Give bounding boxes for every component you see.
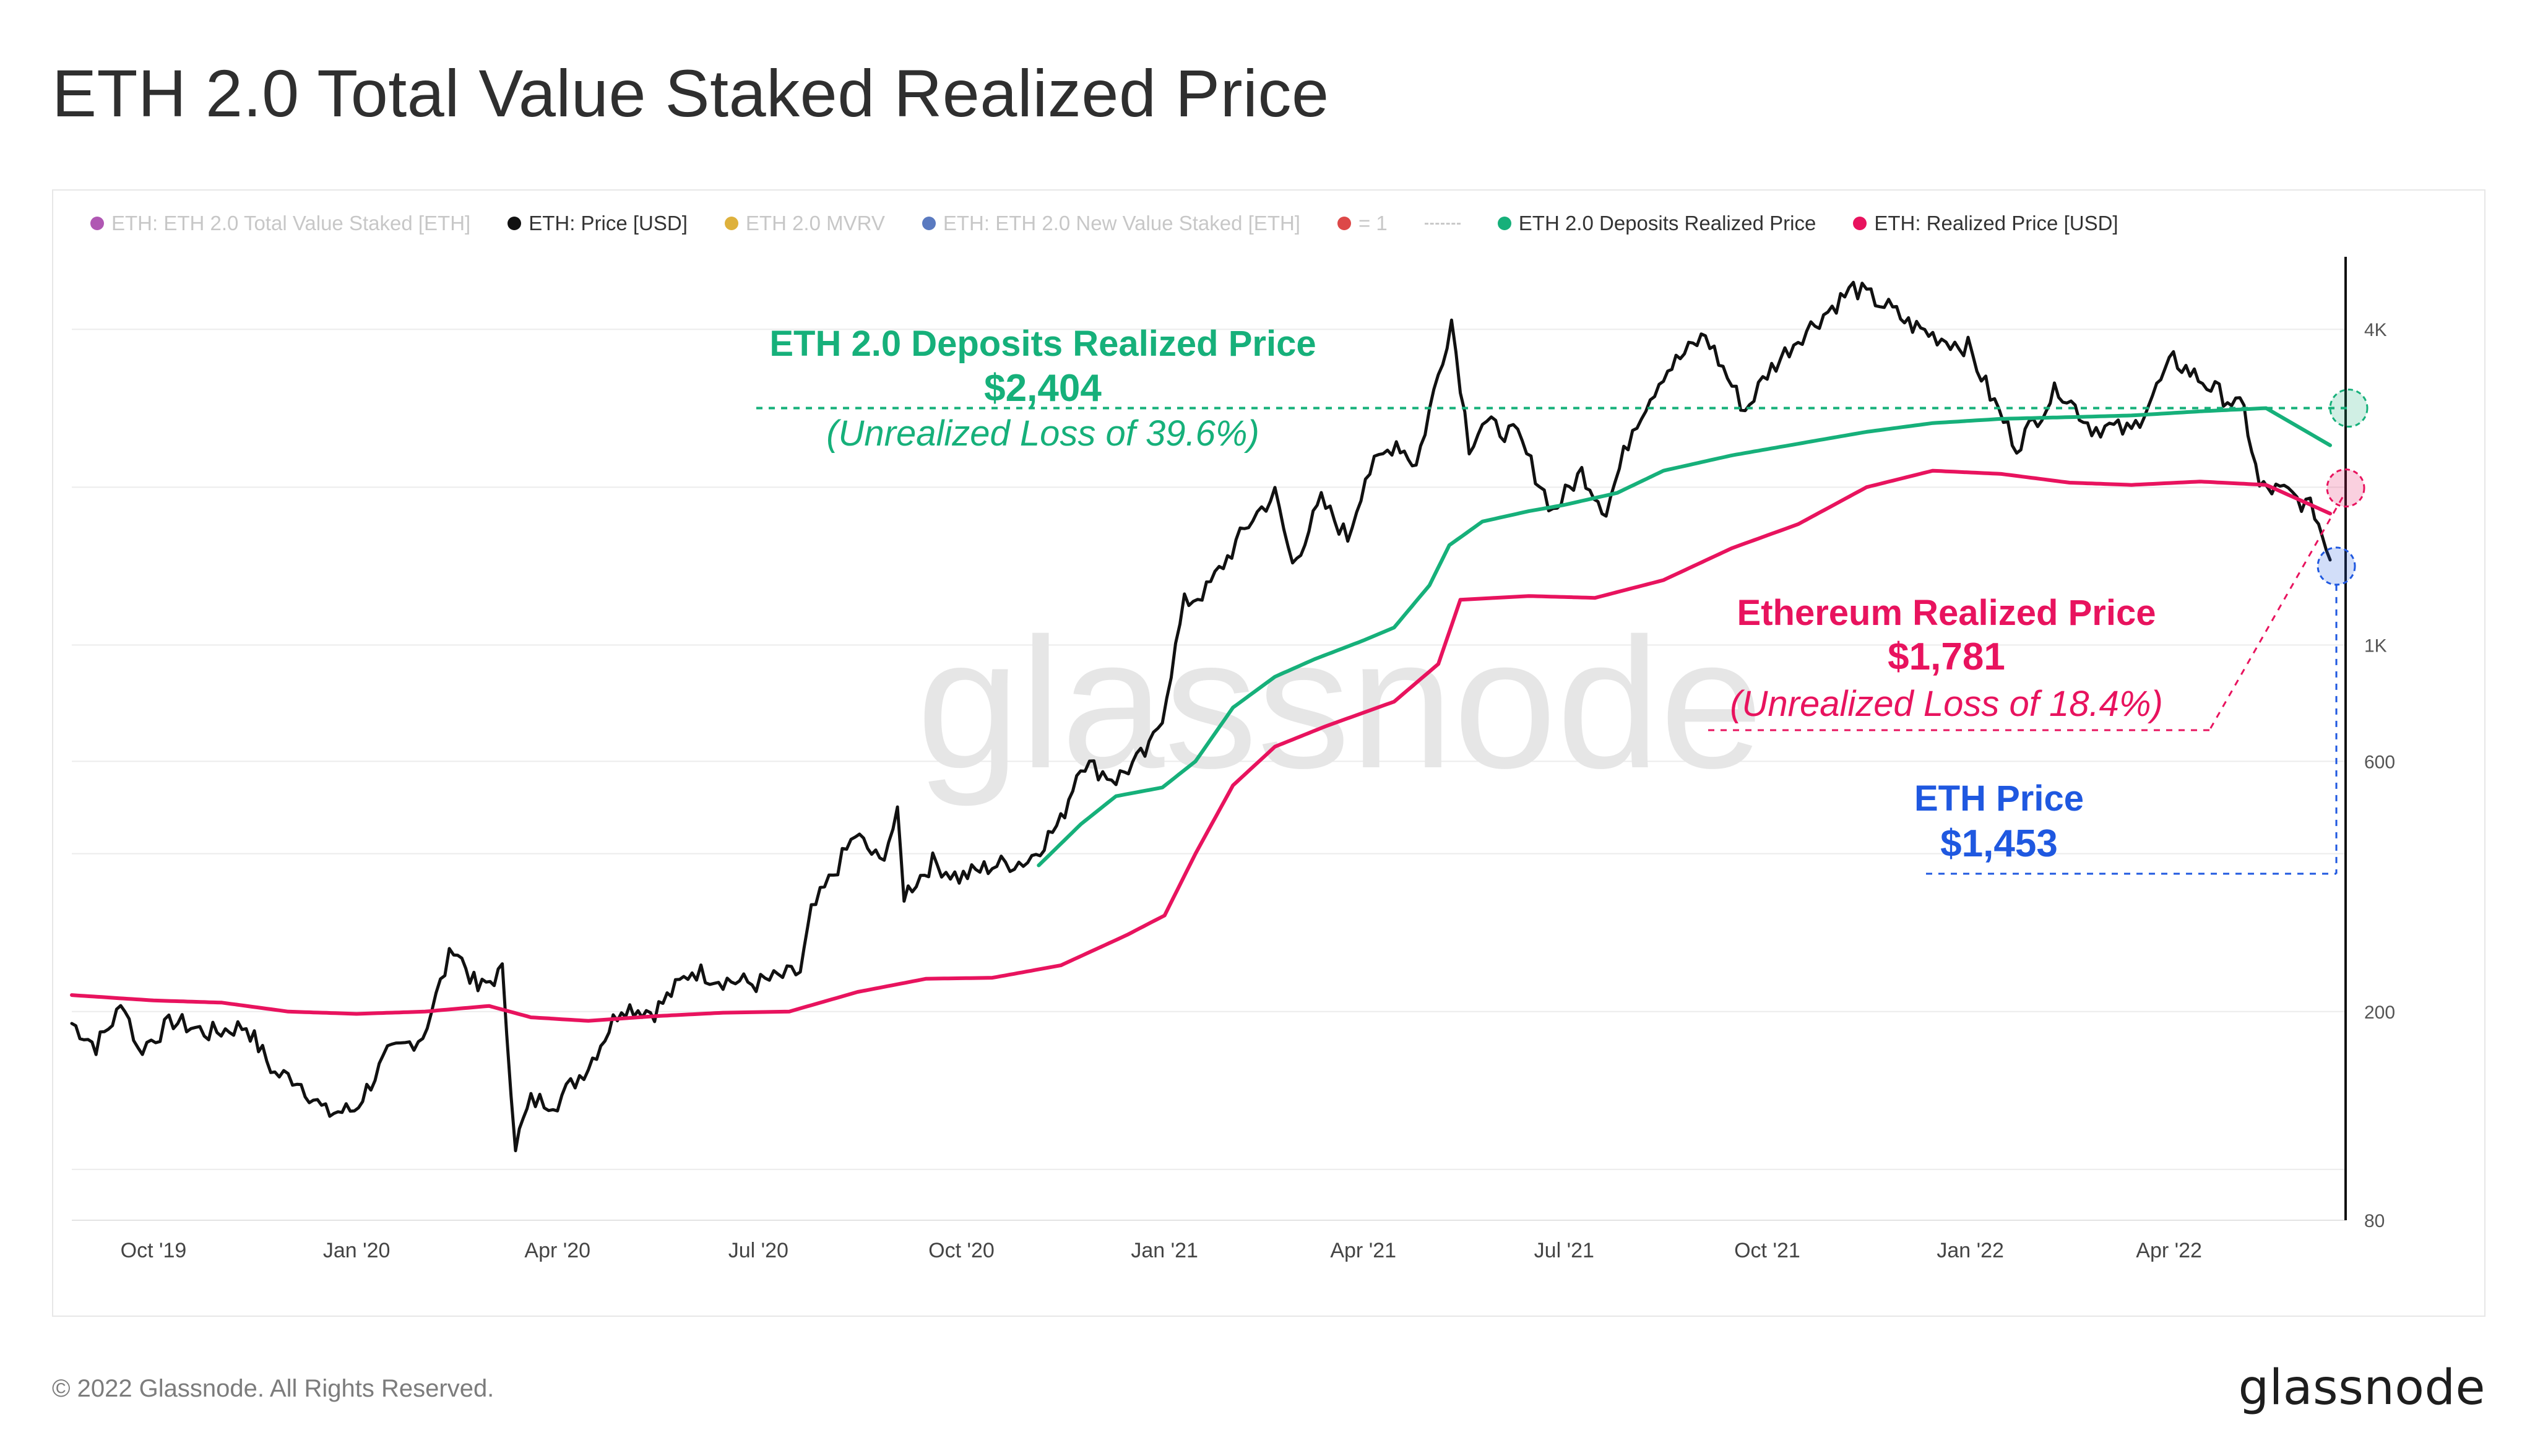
legend-item[interactable]: ETH: Realized Price [USD] (1853, 212, 2118, 235)
x-tick-label: Jul '21 (1534, 1239, 1594, 1262)
legend-separator (1424, 222, 1461, 225)
x-tick-label: Jan '21 (1131, 1239, 1198, 1262)
x-tick-label: Oct '20 (928, 1239, 995, 1262)
y-tick-label: 1K (2364, 635, 2387, 656)
annotations: ETH 2.0 Deposits Realized Price$2,404(Un… (769, 324, 2162, 865)
legend-dot-icon (1497, 217, 1511, 230)
realized-annotation-note: (Unrealized Loss of 18.4%) (1730, 684, 2163, 724)
y-tick-label: 4K (2364, 320, 2387, 340)
legend-label: = 1 (1358, 212, 1388, 235)
y-axis: 80 200 600 1K 4K (2344, 257, 2395, 1231)
deposits-marker-icon (2329, 389, 2369, 428)
legend-label: ETH: Realized Price [USD] (1874, 212, 2118, 235)
x-tick-label: Apr '21 (1330, 1239, 1396, 1262)
legend-dot-icon (922, 217, 936, 230)
price-annotation-value: $1,453 (1940, 822, 2058, 865)
y-tick-label: 200 (2364, 1002, 2395, 1023)
realized-guide-line (2208, 496, 2344, 731)
legend-dot-icon (507, 217, 522, 230)
legend-dot-icon (724, 217, 738, 230)
watermark: glassnode (917, 599, 1763, 808)
realized-marker-icon (2326, 468, 2365, 508)
deposits-annotation-title: ETH 2.0 Deposits Realized Price (769, 324, 1316, 364)
price-marker-icon (2317, 546, 2356, 586)
deposits-realized-price-line (1037, 406, 2332, 868)
deposits-annotation-note: (Unrealized Loss of 39.6%) (826, 413, 1259, 454)
x-tick-label: Jul '20 (728, 1239, 788, 1262)
legend-label: ETH: ETH 2.0 Total Value Staked [ETH] (111, 212, 471, 235)
legend-item[interactable]: ETH: ETH 2.0 Total Value Staked [ETH] (90, 212, 470, 235)
gridlines (72, 329, 2346, 1170)
x-tick-label: Oct '19 (121, 1239, 187, 1262)
legend-item[interactable]: = 1 (1337, 212, 1388, 235)
x-tick-label: Jan '22 (1937, 1239, 2004, 1262)
price-annotation-title: ETH Price (1914, 778, 2084, 819)
realized-annotation-value: $1,781 (1888, 635, 2005, 678)
legend-item[interactable]: ETH 2.0 MVRV (724, 212, 885, 235)
legend-item[interactable]: ETH: ETH 2.0 New Value Staked [ETH] (922, 212, 1300, 235)
legend-item[interactable]: ETH 2.0 Deposits Realized Price (1497, 212, 1816, 235)
x-tick-label: Apr '22 (2136, 1239, 2202, 1262)
realized-annotation-title: Ethereum Realized Price (1737, 593, 2156, 633)
legend-item[interactable]: ETH: Price [USD] (507, 212, 688, 235)
x-axis: Oct '19 Jan '20 Apr '20 Jul '20 Oct '20 Jan '… (72, 1220, 2346, 1262)
x-tick-label: Jan '20 (323, 1239, 391, 1262)
legend-dot-icon (1853, 217, 1867, 230)
legend-label: ETH: ETH 2.0 New Value Staked [ETH] (943, 212, 1300, 235)
series-group (70, 280, 2332, 1153)
x-tick-label: Oct '21 (1734, 1239, 1800, 1262)
y-tick-label: 600 (2364, 752, 2395, 772)
x-tick-label: Apr '20 (524, 1239, 590, 1262)
legend-label: ETH 2.0 MVRV (745, 212, 885, 235)
chart-legend: ETH: ETH 2.0 Total Value Staked [ETH] ETH… (90, 208, 2156, 239)
eth-price-line (70, 280, 2332, 1153)
legend-dot-icon (90, 217, 104, 230)
page-title: ETH 2.0 Total Value Staked Realized Pric… (52, 56, 1329, 131)
glassnode-logo[interactable]: glassnode (2238, 1360, 2485, 1416)
legend-dot-icon (1337, 217, 1351, 230)
y-tick-label: 80 (2364, 1211, 2385, 1231)
copyright-footer: © 2022 Glassnode. All Rights Reserved. (52, 1375, 494, 1402)
legend-label: ETH 2.0 Deposits Realized Price (1518, 212, 1816, 235)
deposits-annotation-value: $2,404 (984, 367, 1102, 410)
annotation-guides (756, 389, 2369, 875)
legend-label: ETH: Price [USD] (529, 212, 688, 235)
realized-price-line (70, 468, 2332, 1023)
